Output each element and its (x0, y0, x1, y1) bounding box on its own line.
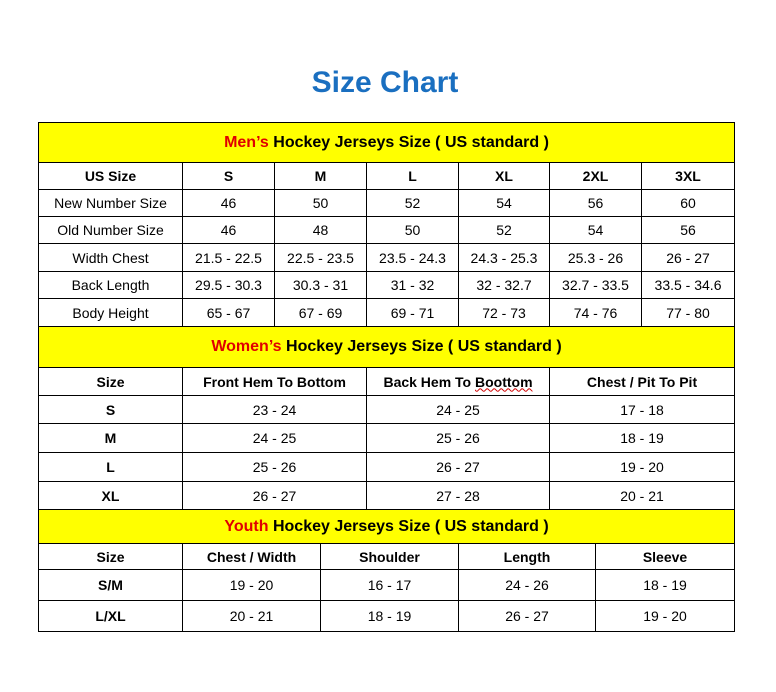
table-cell: 25 - 26 (182, 452, 367, 482)
table-cell: 18 - 19 (594, 569, 736, 601)
table-cell: 32 - 32.7 (458, 271, 550, 299)
table-row: L/XL 20 - 21 18 - 19 26 - 27 19 - 20 (38, 600, 736, 632)
table-row: Old Number Size 46 48 50 52 54 56 (38, 216, 736, 244)
table-row: XL 26 - 27 27 - 28 20 - 21 (38, 481, 736, 510)
table-cell: 24 - 25 (182, 423, 367, 453)
row-label: S (38, 395, 183, 424)
table-cell: 46 (182, 216, 275, 244)
column-header: Shoulder (320, 543, 459, 570)
column-header: 3XL (640, 162, 736, 190)
table-cell: 46 (182, 189, 275, 217)
table-cell: 19 - 20 (182, 569, 321, 601)
column-header: Size (38, 543, 183, 570)
table-cell: 33.5 - 34.6 (640, 271, 736, 299)
column-header: Sleeve (594, 543, 736, 570)
table-cell: 18 - 19 (548, 423, 736, 453)
table-cell: 26 - 27 (182, 481, 367, 510)
table-cell: 30.3 - 31 (274, 271, 367, 299)
table-cell: 67 - 69 (274, 298, 367, 327)
table-cell: 32.7 - 33.5 (549, 271, 642, 299)
row-label: Back Length (38, 271, 183, 299)
column-header: Chest / Pit To Pit (548, 367, 736, 396)
table-cell: 26 - 27 (458, 600, 596, 632)
table-cell: 24.3 - 25.3 (458, 243, 550, 272)
youth-section-title: Youth Hockey Jerseys Size ( US standard … (37, 509, 736, 544)
page-title: Size Chart (311, 66, 459, 99)
men-size-table: Men’s Hockey Jerseys Size ( US standard … (37, 122, 736, 327)
table-cell: 22.5 - 23.5 (274, 243, 367, 272)
table-cell: 31 - 32 (366, 271, 459, 299)
women-section-title: Women’s Hockey Jerseys Size ( US standar… (37, 326, 736, 368)
table-cell: 20 - 21 (548, 481, 736, 510)
table-cell: 27 - 28 (366, 481, 550, 510)
table-cell: 77 - 80 (640, 298, 736, 327)
column-header: US Size (38, 162, 183, 190)
table-cell: 17 - 18 (548, 395, 736, 424)
table-cell: 19 - 20 (548, 452, 736, 482)
table-cell: 52 (458, 216, 550, 244)
table-cell: 25.3 - 26 (549, 243, 642, 272)
column-header: XL (458, 162, 550, 190)
row-label: Old Number Size (38, 216, 183, 244)
table-cell: 52 (366, 189, 459, 217)
column-header: Chest / Width (182, 543, 321, 570)
row-label: Width Chest (38, 243, 183, 272)
table-cell: 50 (366, 216, 459, 244)
table-cell: 72 - 73 (458, 298, 550, 327)
table-cell: 24 - 26 (458, 569, 596, 601)
table-row: M 24 - 25 25 - 26 18 - 19 (38, 423, 736, 453)
column-header: Size (38, 367, 183, 396)
row-label: New Number Size (38, 189, 183, 217)
table-cell: 74 - 76 (549, 298, 642, 327)
youth-size-table: Youth Hockey Jerseys Size ( US standard … (37, 509, 736, 632)
table-cell: 54 (549, 216, 642, 244)
table-cell: 25 - 26 (366, 423, 550, 453)
table-cell: 23.5 - 24.3 (366, 243, 459, 272)
table-cell: 69 - 71 (366, 298, 459, 327)
row-label: M (38, 423, 183, 453)
table-cell: 19 - 20 (594, 600, 736, 632)
table-row: Back Length 29.5 - 30.3 30.3 - 31 31 - 32 32… (38, 271, 736, 299)
table-cell: 24 - 25 (366, 395, 550, 424)
column-header: L (366, 162, 459, 190)
women-size-table: Women’s Hockey Jerseys Size ( US standar… (37, 326, 736, 510)
table-cell: 16 - 17 (320, 569, 459, 601)
row-label: S/M (38, 569, 183, 601)
row-label: L/XL (38, 600, 183, 632)
row-label: L (38, 452, 183, 482)
table-cell: 20 - 21 (182, 600, 321, 632)
column-header: Length (458, 543, 596, 570)
table-cell: 60 (640, 189, 736, 217)
table-cell: 65 - 67 (182, 298, 275, 327)
table-row: S/M 19 - 20 16 - 17 24 - 26 18 - 19 (38, 569, 736, 601)
table-cell: 56 (549, 189, 642, 217)
table-row: L 25 - 26 26 - 27 19 - 20 (38, 452, 736, 482)
column-header: M (274, 162, 367, 190)
column-header: 2XL (549, 162, 642, 190)
table-cell: 54 (458, 189, 550, 217)
table-cell: 48 (274, 216, 367, 244)
table-row: New Number Size 46 50 52 54 56 60 (38, 189, 736, 217)
row-label: XL (38, 481, 183, 510)
table-row: Width Chest 21.5 - 22.5 22.5 - 23.5 23.5 - … (38, 243, 736, 272)
table-cell: 26 - 27 (366, 452, 550, 482)
table-cell: 21.5 - 22.5 (182, 243, 275, 272)
table-cell: 18 - 19 (320, 600, 459, 632)
men-section-title: Men’s Hockey Jerseys Size ( US standard … (37, 122, 736, 163)
table-row: Body Height 65 - 67 67 - 69 69 - 71 72 - 73 7… (38, 298, 736, 327)
misspelled-word: Boottom (475, 373, 533, 390)
table-cell: 56 (640, 216, 736, 244)
row-label: Body Height (38, 298, 183, 327)
column-header: S (182, 162, 275, 190)
table-row: S 23 - 24 24 - 25 17 - 18 (38, 395, 736, 424)
column-header: Front Hem To Bottom (182, 367, 367, 396)
table-cell: 50 (274, 189, 367, 217)
table-cell: 23 - 24 (182, 395, 367, 424)
column-header: Back Hem To Boottom (366, 367, 550, 396)
table-cell: 29.5 - 30.3 (182, 271, 275, 299)
table-cell: 26 - 27 (640, 243, 736, 272)
